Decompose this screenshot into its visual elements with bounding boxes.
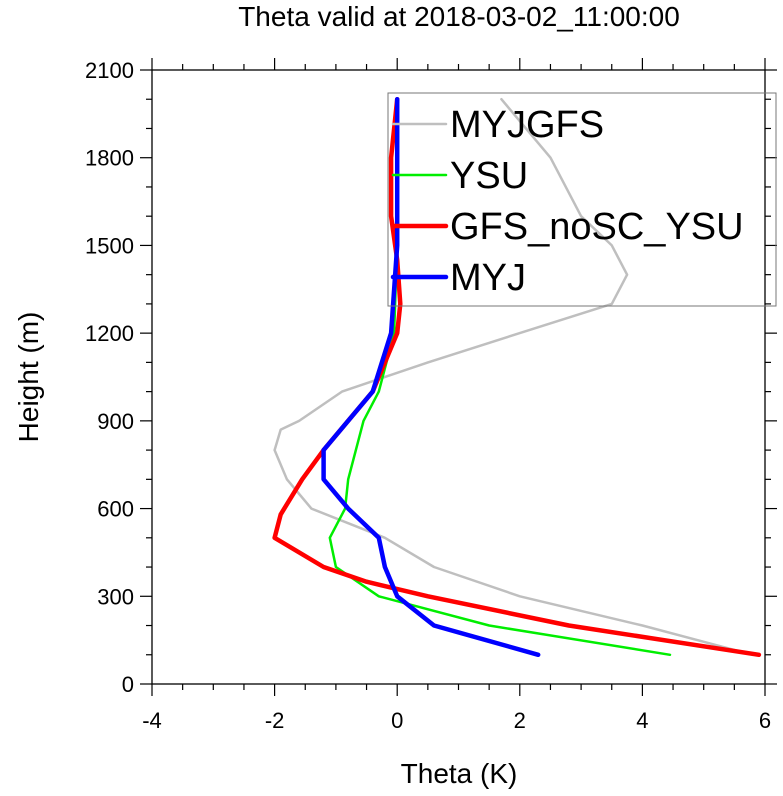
y-tick-label: 600 (97, 497, 134, 522)
y-tick-label: 1200 (85, 321, 134, 346)
legend-frame (387, 92, 777, 307)
tick-labels: -4 -2 0 2 4 6 0 300 600 900 1200 1500 1800 2100 (85, 58, 771, 733)
y-tick-label: 300 (97, 584, 134, 609)
x-tick-label: 6 (759, 708, 771, 733)
axis-ticks (140, 58, 777, 696)
x-tick-label: -2 (265, 708, 285, 733)
legend-label: MYJGFS (450, 104, 604, 146)
x-tick-label: -4 (142, 708, 162, 733)
series-line-ysu (328, 97, 672, 657)
legend: MYJGFS YSU GFS_noSC_YSU MYJ (387, 92, 777, 307)
x-tick-label: 4 (636, 708, 648, 733)
legend-label: GFS_noSC_YSU (450, 206, 744, 248)
x-tick-label: 0 (391, 708, 403, 733)
series-line-gfs-nosc-ysu (272, 96, 762, 658)
y-tick-label: 1800 (85, 146, 134, 171)
y-tick-label: 900 (97, 409, 134, 434)
plot-frame (151, 69, 766, 685)
y-axis-title: Height (m) (13, 312, 44, 443)
legend-label: YSU (450, 155, 528, 197)
x-axis-title: Theta (K) (401, 758, 518, 789)
x-tick-label: 2 (514, 708, 526, 733)
y-tick-label: 2100 (85, 58, 134, 83)
y-tick-label: 0 (122, 672, 134, 697)
y-tick-label: 1500 (85, 233, 134, 258)
chart-title: Theta valid at 2018-03-02_11:00:00 (238, 1, 680, 32)
series-lines (272, 96, 762, 658)
series-line-myj (321, 96, 541, 658)
series-line-myjgfs (273, 97, 754, 657)
legend-label: MYJ (450, 257, 526, 299)
